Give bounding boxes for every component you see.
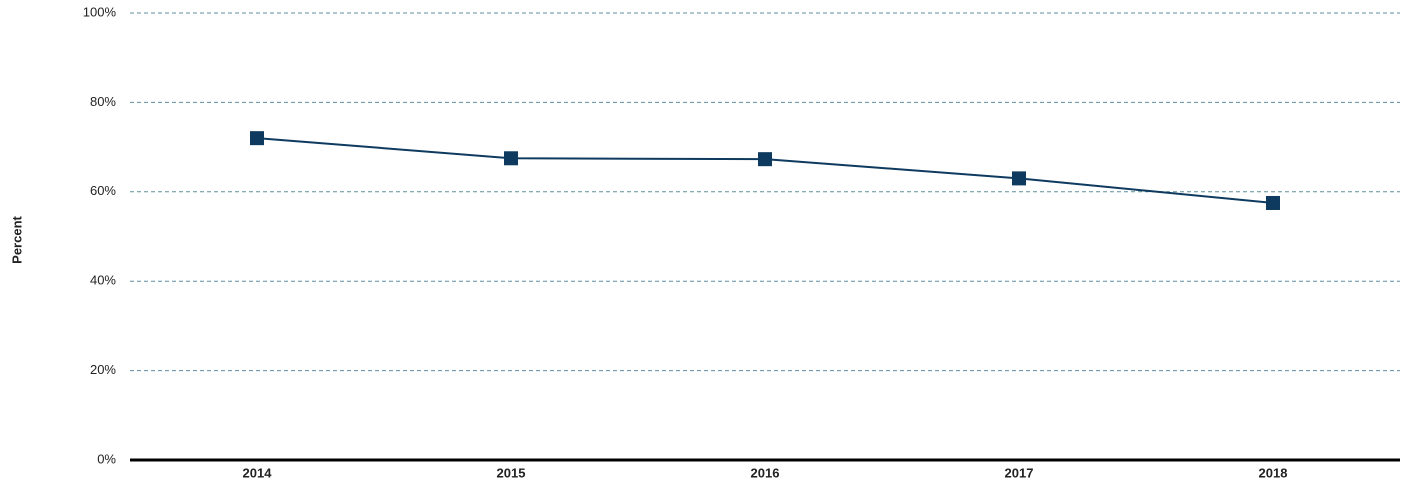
y-tick-label: 60%: [90, 183, 116, 198]
line: [256, 137, 1274, 204]
y-tick-label: 0%: [97, 451, 116, 466]
y-tick-label: 20%: [90, 362, 116, 377]
marker: [758, 152, 772, 167]
marker: [1012, 171, 1026, 186]
y-tick-label: 100%: [83, 4, 117, 19]
x-tick-label: 2015: [497, 465, 526, 480]
y-axis-label: Percent: [9, 215, 24, 263]
marker: [1266, 195, 1280, 210]
y-tick-label: 40%: [90, 273, 116, 288]
x-tick-label: 2014: [243, 465, 273, 480]
x-tick-label: 2017: [1005, 465, 1034, 480]
marker: [504, 151, 518, 166]
marker: [250, 131, 264, 146]
x-tick-label: 2016: [751, 465, 780, 480]
y-tick-label: 80%: [90, 94, 116, 109]
x-tick-label: 2018: [1259, 465, 1288, 480]
